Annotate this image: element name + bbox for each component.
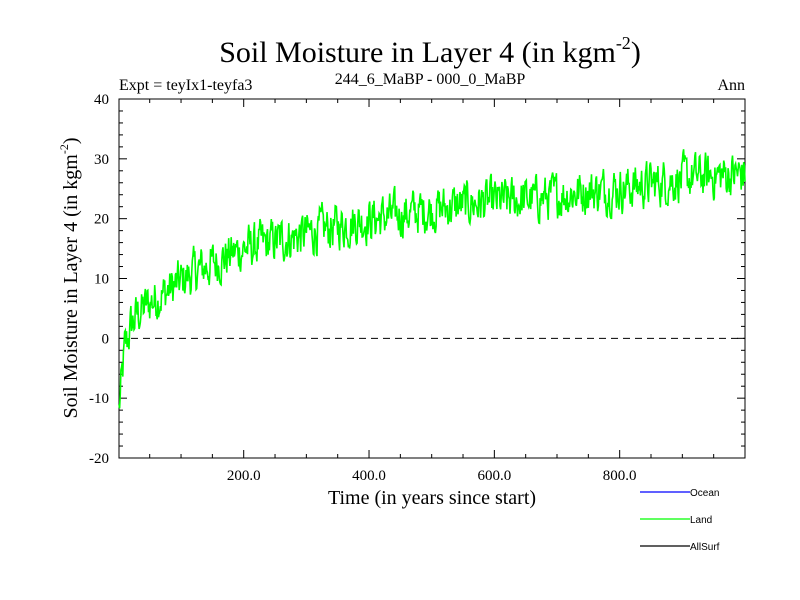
legend-label-ocean: Ocean (690, 488, 719, 499)
y-tick-label: -20 (89, 451, 109, 467)
y-tick-label: 30 (94, 152, 109, 168)
land-series-line (118, 149, 746, 409)
y-tick-label: 20 (94, 212, 109, 228)
legend: Ocean Land AllSurf (640, 488, 720, 553)
y-axis: -20 -10 0 10 20 30 40 (89, 92, 745, 467)
y-tick-label: 0 (102, 331, 110, 347)
season-label: Ann (717, 77, 745, 94)
legend-label-allsurf: AllSurf (690, 542, 720, 553)
experiment-label: Expt = teyIx1-teyfa3 (119, 77, 252, 94)
period-label: 244_6_MaBP - 000_0_MaBP (335, 71, 526, 88)
y-axis-label: Soil Moisture in Layer 4 (in kgm-2) (57, 137, 82, 418)
y-tick-label: 40 (94, 92, 109, 108)
y-tick-label: 10 (94, 272, 109, 288)
x-axis-label: Time (in years since start) (328, 487, 536, 509)
plot-frame (118, 98, 746, 459)
y-tick-label: -10 (89, 391, 109, 407)
x-tick-label: 400.0 (352, 468, 386, 484)
x-tick-label: 200.0 (227, 468, 261, 484)
x-axis: 200.0 400.0 600.0 800.0 (149, 99, 715, 484)
legend-label-land: Land (690, 515, 712, 526)
x-tick-label: 800.0 (603, 468, 637, 484)
chart-title: Soil Moisture in Layer 4 (in kgm-2) (219, 33, 641, 69)
x-tick-label: 600.0 (477, 468, 511, 484)
